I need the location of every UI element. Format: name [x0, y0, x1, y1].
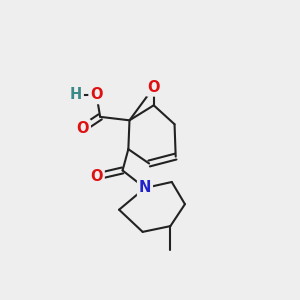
Text: O: O: [76, 121, 89, 136]
Text: H: H: [70, 87, 82, 102]
Text: O: O: [90, 87, 103, 102]
Text: N: N: [139, 181, 151, 196]
Text: O: O: [90, 169, 103, 184]
Text: O: O: [148, 80, 160, 95]
